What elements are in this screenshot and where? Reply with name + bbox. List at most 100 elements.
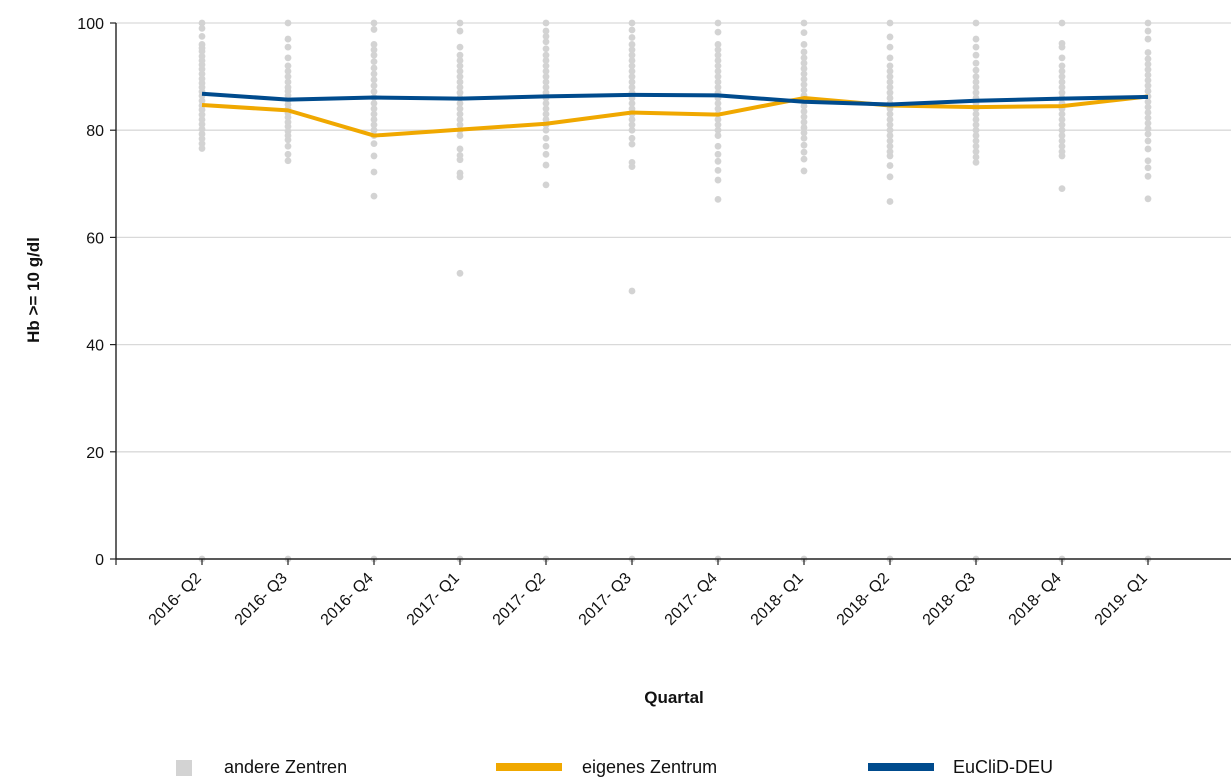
scatter-point-11-6 [1144,66,1152,74]
scatter-point-6-20 [714,142,722,150]
scatter-point-0-19 [198,111,206,119]
scatter-point-2-16 [370,121,378,129]
scatter-point-6-24 [714,176,722,184]
scatter-point-10-9 [1058,89,1066,97]
scatter-point-4-16 [542,110,550,118]
scatter-point-9-4 [972,59,980,67]
scatter-point-6-4 [714,51,722,59]
scatter-point-4-7 [542,62,550,70]
scatter-point-11-4 [1144,55,1152,63]
axes [110,22,1231,565]
scatter-point-2-9 [370,82,378,90]
scatter-point-0-18 [198,106,206,114]
scatter-point-4-9 [542,73,550,80]
scatter-point-0-22 [198,125,206,133]
scatter-point-10-13 [1058,110,1066,118]
scatter-point-6-18 [714,126,722,134]
scatter-point-2-13 [370,105,378,113]
scatter-point-9-8 [972,83,980,91]
scatter-point-11-22 [1144,164,1152,172]
scatter-point-3-9 [456,83,464,91]
scatter-point-6-19 [714,132,722,139]
series-lines [201,91,1149,138]
scatter-point-7-9 [800,81,808,89]
scatter-point-8-21 [886,152,894,160]
scatter-point-11-23 [1144,172,1152,180]
scatter-point-1-10 [284,91,292,99]
y-tick-label-20: 20 [86,445,104,462]
scatter-point-11-17 [1144,125,1152,132]
scatter-point-10-5 [1058,67,1066,75]
scatter-point-8-5 [886,67,894,75]
scatter-point-11-16 [1144,119,1152,127]
x-tick-label-1: 2016- Q3 [232,570,291,629]
scatter-point-4-8 [542,67,550,75]
scatter-point-5-10 [628,78,636,86]
scatter-point-11-15 [1144,114,1152,122]
y-tick-label-0: 0 [95,552,104,569]
scatter-point-5-1 [628,26,636,34]
scatter-point-2-2 [370,41,378,48]
scatter-point-6-9 [714,78,722,86]
scatter-point-10-4 [1058,62,1066,70]
scatter-point-7-23 [800,167,808,175]
scatter-point-5-2 [628,34,636,41]
scatter-point-0-16 [198,97,206,105]
legend-swatch-andere-zentren [176,760,192,776]
scatter-point-3-14 [456,110,464,118]
x-tick-label-11: 2019- Q1 [1092,570,1151,629]
scatter-point-7-17 [800,124,808,131]
scatter-point-10-14 [1058,116,1066,123]
x-tick-label-5: 2017- Q3 [576,570,635,629]
scatter-point-5-9 [628,73,636,80]
scatter-point-2-20 [370,152,378,160]
scatter-point-11-7 [1144,71,1152,79]
scatter-point-9-21 [972,153,980,161]
scatter-point-4-17 [542,116,550,123]
scatter-point-10-6 [1058,73,1066,80]
scatter-point-3-6 [456,67,464,75]
scatter-point-2-6 [370,64,378,72]
scatter-point-10-2 [1058,43,1066,51]
legend: andere Zentren eigenes Zentrum EuCliD-DE… [176,757,1053,777]
scatter-point-7-21 [800,148,808,156]
scatter-point-0-9 [198,65,206,73]
x-tick-labels: 2016- Q2 2016- Q3 2016- Q4 2017- Q1 2017- Q2… [146,570,1151,629]
scatter-point-8-16 [886,126,894,134]
scatter-point-2-21 [370,168,378,176]
x-tick-label-10: 2018- Q4 [1006,570,1065,629]
y-tick-labels: 0 20 40 60 80 100 [77,16,104,569]
scatter-point-1-17 [284,123,292,130]
scatter-point-8-24 [886,198,894,205]
scatter-point-0-1 [198,24,206,32]
scatter-point-11-9 [1144,82,1152,90]
scatter-point-11-0 [1144,19,1152,27]
x-tick-label-0: 2016- Q2 [146,570,205,629]
scatter-point-0-23 [198,130,206,138]
scatter-point-8-14 [886,116,894,123]
scatter-point-4-10 [542,78,550,86]
scatter-point-8-13 [886,110,894,118]
scatter-point-10-8 [1058,83,1066,91]
scatter-point-7-2 [800,41,808,48]
scatter-point-7-20 [800,141,808,149]
scatter-point-11-20 [1144,145,1152,153]
scatter-point-9-17 [972,132,980,139]
scatter-point-0-25 [198,140,206,148]
scatter-point-8-7 [886,78,894,86]
scatter-point-4-15 [542,105,550,113]
scatter-point-5-7 [628,62,636,70]
scatter-point-6-23 [714,167,722,174]
scatter-point-3-21 [456,156,464,164]
scatter-point-6-10 [714,83,722,91]
x-tick-label-9: 2018- Q3 [920,570,979,629]
scatter-point-1-4 [284,62,292,70]
scatter-point-1-2 [284,43,292,51]
scatter-point-7-5 [800,59,808,67]
scatter-point-1-15 [284,113,292,121]
scatter-point-4-22 [542,150,550,158]
x-tick-label-4: 2017- Q2 [490,570,549,629]
scatter-point-10-7 [1058,78,1066,86]
scatter-point-2-17 [370,126,378,134]
scatter-point-3-5 [456,62,464,70]
